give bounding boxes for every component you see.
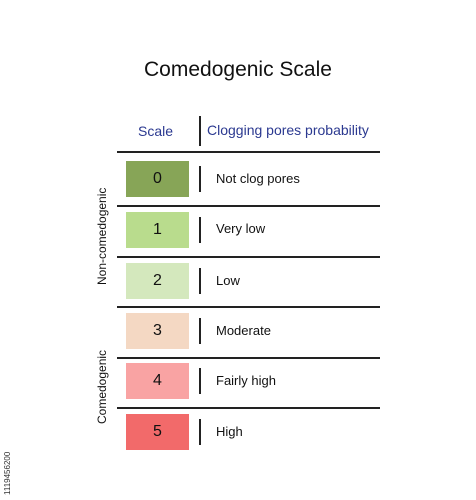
scale-description-4: Fairly high: [216, 373, 276, 388]
row-separator: [117, 205, 380, 207]
scale-description-5: High: [216, 424, 243, 439]
row-separator: [117, 407, 380, 409]
row-divider: [199, 318, 201, 344]
scale-swatch-5: 5: [126, 414, 189, 450]
row-separator: [117, 306, 380, 308]
row-separator: [117, 151, 380, 153]
row-divider: [199, 368, 201, 394]
scale-column-header: Scale: [138, 123, 174, 139]
comedogenic-group-label: Comedogenic: [95, 349, 109, 424]
row-divider: [199, 419, 201, 445]
scale-swatch-1: 1: [126, 212, 189, 248]
header-divider: [199, 116, 201, 146]
row-separator: [117, 256, 380, 258]
scale-swatch-0: 0: [126, 161, 189, 197]
row-separator: [117, 357, 380, 359]
scale-swatch-3: 3: [126, 313, 189, 349]
row-divider: [199, 268, 201, 294]
scale-description-0: Not clog pores: [216, 171, 300, 186]
non-comedogenic-group-label: Non-comedogenic: [95, 187, 109, 285]
scale-description-3: Moderate: [216, 323, 271, 338]
scale-swatch-2: 2: [126, 263, 189, 299]
scale-description-2: Low: [216, 273, 240, 288]
probability-column-header: Clogging pores probability: [207, 122, 369, 138]
row-divider: [199, 217, 201, 243]
scale-swatch-4: 4: [126, 363, 189, 399]
scale-description-1: Very low: [216, 221, 266, 236]
stock-image-id: 1119456200: [3, 451, 12, 495]
row-divider: [199, 166, 201, 192]
page-title: Comedogenic Scale: [144, 58, 332, 81]
